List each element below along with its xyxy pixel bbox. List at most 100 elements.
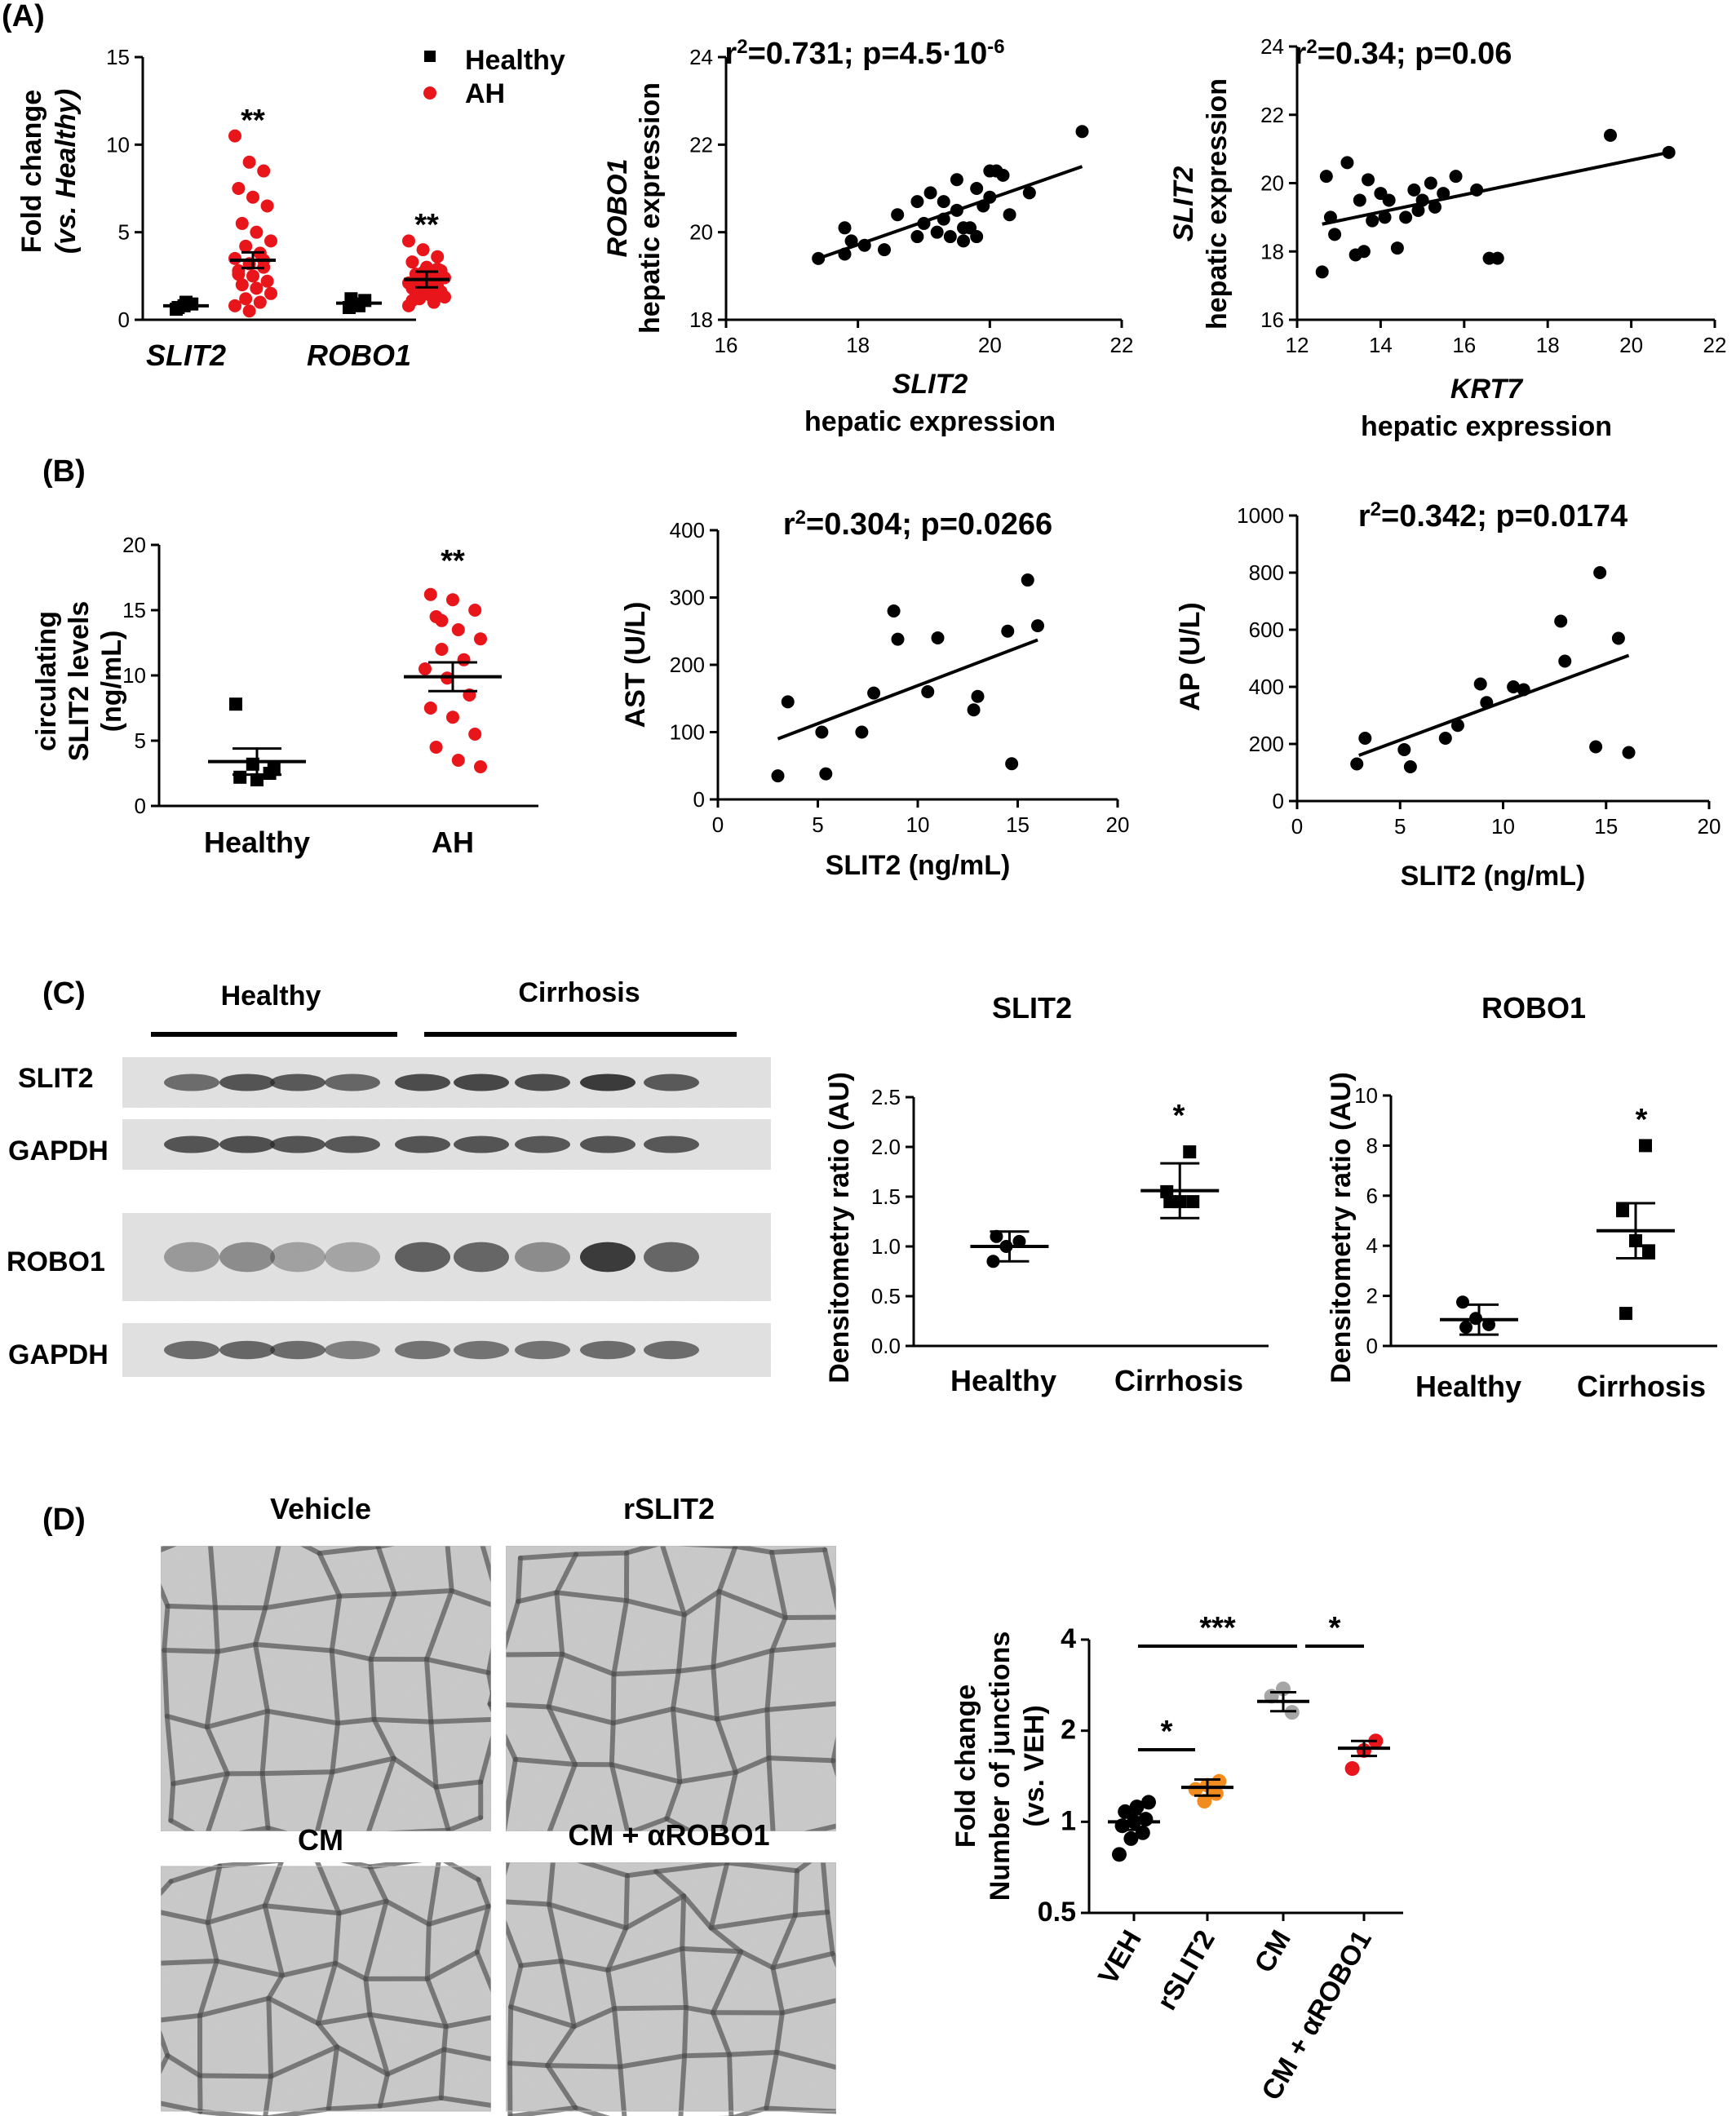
ap-fit-line [1358,653,1630,757]
blot-band [219,1340,275,1360]
tube-segment [212,1605,220,1654]
fold-point-ah [431,250,445,263]
junctions-sig-label: * [1161,1715,1173,1749]
corr2-point [1315,265,1329,279]
junctions-sig-label: * [1329,1611,1341,1645]
tube-segment [262,1857,285,1909]
tube-segment [733,1543,774,1555]
ast-point [967,703,981,717]
junctions-point [1112,1847,1127,1862]
corr1-point [950,173,963,187]
corr2-xlabel: hepatic expression [1361,411,1612,442]
tube-segment [315,1960,339,2026]
tube-segment [512,1756,578,1767]
ast-xtick-label: 10 [906,812,930,837]
corr2-point [1378,210,1392,224]
tube-segment [738,1949,776,1971]
circ-ytick-label: 10 [122,663,146,688]
image-title-cm: CM [298,1823,343,1857]
circ-point-ah [446,593,459,607]
tube-segment [670,1668,681,1711]
ap-xtick-label: 20 [1698,814,1721,839]
tube-segment [710,1949,744,2016]
corr2-point [1411,204,1425,217]
junctions-ylabel-2: Number of junctions [985,1631,1016,1901]
blot-band [270,1340,326,1360]
image-title-vehicle: Vehicle [270,1492,371,1525]
c-slit2-point-healthy [990,1229,1003,1243]
fold-point-ah [257,164,271,178]
micrograph-rslit2 [487,1540,855,1849]
blot-band [515,1340,570,1360]
c-slit2-point-cirrhosis [1183,1145,1197,1159]
junctions-sig-label: *** [1199,1611,1236,1645]
tube-segment [769,1641,847,1653]
slit2-densitometry-chart: SLIT2 Densitometry ratio (AU) Healthy Ci… [824,991,1269,1397]
tube-segment [825,1910,835,1956]
corr1-ytick-label: 24 [689,45,713,69]
tube-segment [438,2047,447,2101]
c-robo1-ytick-label: 8 [1366,1133,1378,1158]
c-slit2-ytick-label: 1.0 [871,1234,901,1259]
tube-segment [715,1707,770,1722]
tube-segment [559,1959,577,2030]
ap-point [1554,614,1568,628]
circ-ytick-label: 5 [135,728,146,753]
ap-point [1438,732,1452,745]
tube-segment [670,1706,720,1722]
corr2-ytick-label: 16 [1260,308,1284,332]
blot-strip-slit2 [122,1057,771,1108]
corr2-xlabel-gene: KRT7 [1450,374,1524,405]
tube-segment [675,1612,687,1674]
corr1-point [1003,208,1016,222]
legend-ah: AH [465,78,505,109]
tube-segment [708,1925,744,1954]
blot-band [454,1135,509,1153]
corr2-xtick-label: 14 [1369,333,1393,357]
fold-point-ah [235,278,249,292]
tube-segment [516,1590,560,1605]
corr1-point [930,225,944,239]
corr1-point [1075,125,1089,139]
tube-segment [476,1877,491,1909]
corr1-xtick-label: 18 [846,333,870,357]
tube-segment [205,1863,223,1925]
corr1-xtick-label: 20 [978,333,1002,357]
blot-strip-robo1 [122,1213,771,1301]
fold-point-ah [264,234,277,248]
corr1-point [957,221,970,235]
fold-point-ah [235,216,249,230]
tube-segment [197,1958,219,2018]
corr1-fit-line [817,165,1083,260]
corr1-xtick-label: 16 [715,333,738,357]
fold-point-ah [416,243,430,257]
junctions-category-label: CM [1249,1925,1297,1978]
tube-segment [165,2052,203,2078]
blot-band [644,1073,699,1091]
circ-point-healthy [267,763,281,777]
ap-point [1589,740,1603,754]
ap-point [1403,760,1417,773]
corr1-ylabel: hepatic expression [635,82,666,334]
blot-band [644,1340,699,1360]
corr2-ylabel: hepatic expression [1202,78,1233,330]
circ-ylabel-2: SLIT2 levels [64,601,95,762]
corr2-point [1449,170,1463,184]
corr2-xtick-label: 16 [1452,333,1476,357]
junctions-point [1344,1761,1360,1777]
fold-category-robo1: ROBO1 [307,339,411,372]
ap-xtick-label: 15 [1594,814,1618,839]
blot-band [580,1135,636,1153]
c-robo1-category-cirrhosis: Cirrhosis [1577,1370,1706,1403]
fold-ytick-label: 15 [106,45,130,69]
blot-band [325,1073,380,1091]
tube-segment [371,1716,396,1761]
tube-segment [336,1898,389,1916]
tube-segment [164,1713,210,1730]
junctions-point [1211,1773,1227,1789]
tube-segment [711,1664,720,1722]
panel-label-d: (D) [42,1503,86,1537]
c-slit2-sig: * [1173,1099,1185,1133]
fold-point-ah [427,295,441,309]
